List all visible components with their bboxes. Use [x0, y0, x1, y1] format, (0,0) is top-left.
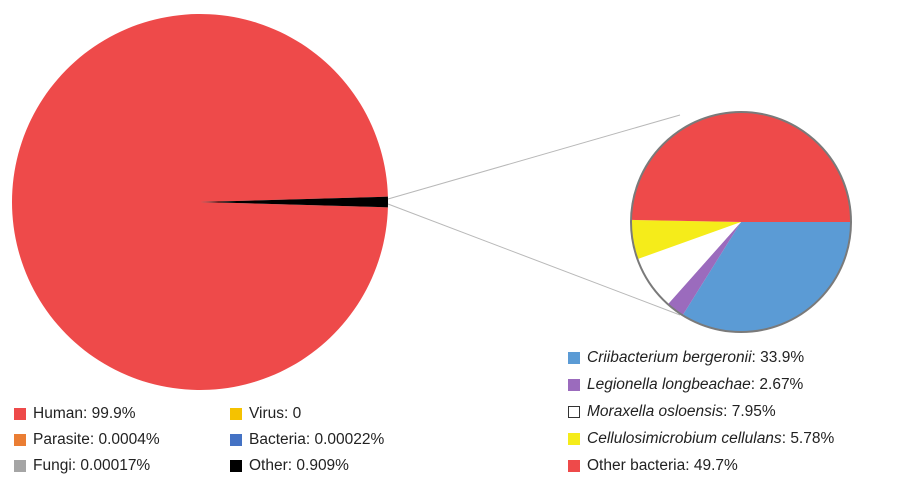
pie-slice-other: [200, 196, 388, 208]
legend-label: Human: [33, 405, 83, 422]
pie-slice-cellulosimicrobium-cellulans: [631, 219, 741, 260]
legend-value: 0.00022%: [314, 431, 385, 448]
legend-swatch-human: [14, 408, 26, 420]
legend-swatch-moraxella: [568, 406, 580, 418]
legend-label: Moraxella osloensis: [587, 403, 724, 420]
legend-value: 0.0004%: [98, 431, 160, 448]
pie-slice-other-bacteria: [631, 111, 851, 222]
legend-item-other-bacteria: Other bacteria: 49.7%: [568, 456, 738, 476]
legend-value: 7.95%: [731, 403, 776, 420]
legend-label: Legionella longbeachae: [587, 376, 751, 393]
legend-swatch-parasite: [14, 434, 26, 446]
legend-label: Fungi: [33, 457, 72, 474]
legend-item-criibacterium: Criibacterium bergeronii: 33.9%: [568, 348, 804, 368]
legend-label: Criibacterium bergeronii: [587, 349, 752, 366]
legend-value: 49.7%: [693, 457, 738, 474]
legend-item-virus: Virus: 0: [230, 404, 301, 424]
pie-slice-criibacterium-bergeronii: [682, 222, 851, 332]
legend-item-human: Human: 99.9%: [14, 404, 136, 424]
legend-value: 99.9%: [91, 405, 136, 422]
pie-slice-parasite: [200, 202, 388, 208]
pie-slice-moraxella-osloensis: [637, 222, 741, 305]
legend-swatch-legionella: [568, 379, 580, 391]
legend-label: Other: [249, 457, 288, 474]
legend-swatch-fungi: [14, 460, 26, 472]
pie-slice-human: [11, 13, 388, 391]
legend-label: Parasite: [33, 431, 90, 448]
legend-swatch-other: [230, 460, 242, 472]
main-pie: [11, 13, 388, 391]
legend-label: Cellulosimicrobium cellulans: [587, 430, 782, 447]
legend-swatch-virus: [230, 408, 242, 420]
pie-slice-bacteria: [200, 202, 388, 208]
legend-value: 0: [292, 405, 302, 422]
legend-item-moraxella: Moraxella osloensis: 7.95%: [568, 402, 776, 422]
legend-item-bacteria: Bacteria: 0.00022%: [230, 430, 384, 450]
legend-swatch-other-bacteria: [568, 460, 580, 472]
legend-label: Bacteria: [249, 431, 306, 448]
legend-value: 33.9%: [760, 349, 805, 366]
legend-item-fungi: Fungi: 0.00017%: [14, 456, 150, 476]
pie-slice-legionella-longbeachae: [667, 222, 741, 316]
legend-swatch-criibacterium: [568, 352, 580, 364]
bacteria-pie-outline: [630, 111, 852, 333]
legend-value: 0.909%: [296, 457, 349, 474]
legend-swatch-bacteria: [230, 434, 242, 446]
legend-item-legionella: Legionella longbeachae: 2.67%: [568, 375, 803, 395]
connector-line-bottom: [387, 203, 681, 316]
legend-swatch-cellulosimicrobium: [568, 433, 580, 445]
legend-item-other: Other: 0.909%: [230, 456, 349, 476]
legend-value: 2.67%: [759, 376, 804, 393]
zoom-connector-lines: [387, 114, 681, 316]
legend-item-cellulosimicrobium: Cellulosimicrobium cellulans: 5.78%: [568, 429, 834, 449]
legend-value: 5.78%: [790, 430, 835, 447]
legend-value: 0.00017%: [80, 457, 151, 474]
legend-item-parasite: Parasite: 0.0004%: [14, 430, 160, 450]
legend-label: Other bacteria: [587, 457, 686, 474]
bacteria-pie: [630, 111, 852, 333]
legend-label: Virus: [249, 405, 285, 422]
connector-line-top: [387, 114, 681, 200]
pie-slice-fungi: [200, 202, 388, 208]
